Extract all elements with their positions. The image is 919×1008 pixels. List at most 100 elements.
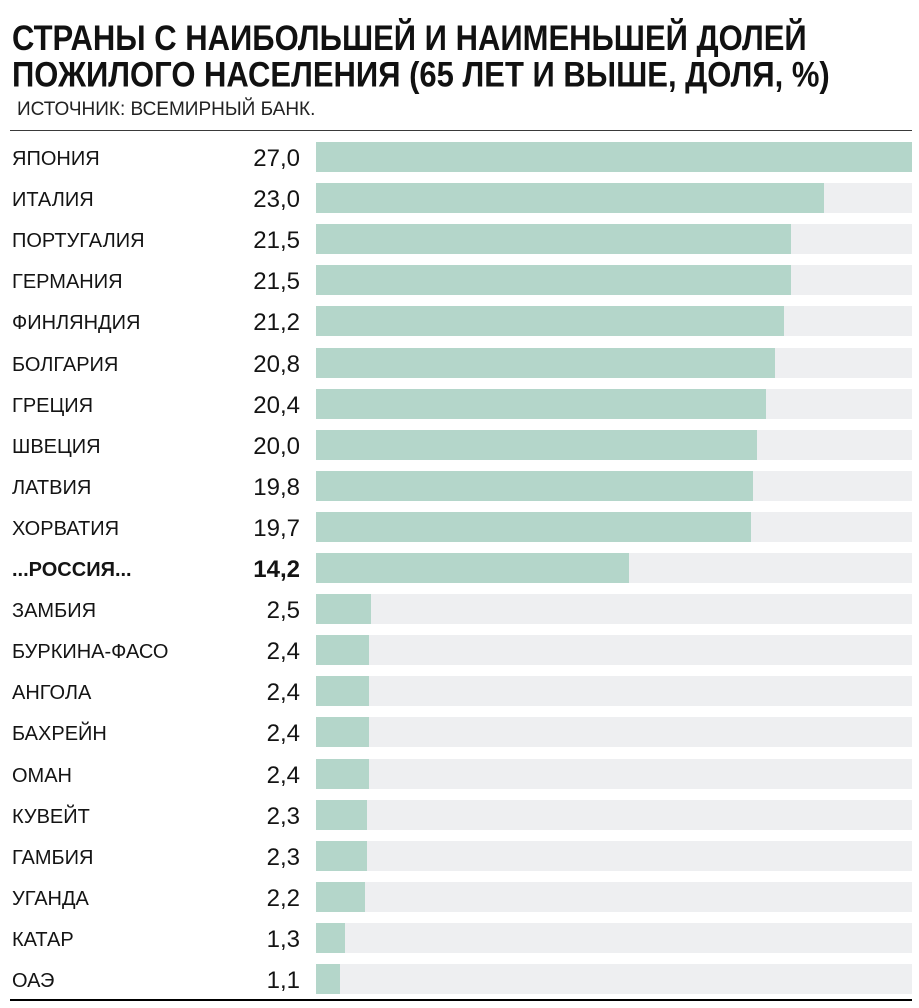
top-divider xyxy=(10,130,912,131)
bar xyxy=(316,347,776,378)
bar-track xyxy=(316,676,912,707)
bar-track xyxy=(316,429,912,460)
bottom-divider xyxy=(10,999,912,1001)
data-label: 21,5 xyxy=(253,268,300,296)
bar xyxy=(316,470,754,501)
bar xyxy=(316,265,791,296)
bar-track xyxy=(316,881,912,912)
bar-track xyxy=(316,758,912,789)
data-label: 2,4 xyxy=(266,761,300,789)
category-label: ПОРТУГАЛИЯ xyxy=(12,230,145,253)
data-label: 2,3 xyxy=(266,843,300,871)
bar-track xyxy=(316,717,912,748)
chart-row: БАХРЕЙН 2,4 xyxy=(0,715,919,756)
category-label: ЗАМБИЯ xyxy=(12,600,97,623)
bar-track xyxy=(316,470,912,501)
category-label: ФИНЛЯНДИЯ xyxy=(12,312,141,335)
data-label: 19,7 xyxy=(253,514,300,542)
chart-row: ЗАМБИЯ 2,5 xyxy=(0,592,919,633)
category-label: ГРЕЦИЯ xyxy=(12,394,94,417)
bar-track xyxy=(316,306,912,337)
bar xyxy=(316,306,784,337)
bar-track xyxy=(316,265,912,296)
chart-row: ...РОССИЯ... 14,2 xyxy=(0,551,919,592)
category-label: БАХРЕЙН xyxy=(12,723,107,746)
bar-track xyxy=(316,840,912,871)
bar xyxy=(316,881,365,912)
bar xyxy=(316,799,367,830)
chart-row: ОАЭ 1,1 xyxy=(0,962,919,1003)
category-label: ШВЕЦИЯ xyxy=(12,435,101,458)
chart-row: ЯПОНИЯ 27,0 xyxy=(0,140,919,181)
category-label: АНГОЛА xyxy=(12,682,92,705)
data-label: 2,2 xyxy=(266,884,300,912)
bar xyxy=(316,840,367,871)
category-label: ...РОССИЯ... xyxy=(12,559,132,581)
category-label: КАТАР xyxy=(12,928,74,951)
chart-row: ХОРВАТИЯ 19,7 xyxy=(0,510,919,551)
data-label: 2,3 xyxy=(266,802,300,830)
bar xyxy=(316,429,758,460)
data-label: 2,5 xyxy=(266,597,300,625)
data-label: 2,4 xyxy=(266,720,300,748)
chart-row: АНГОЛА 2,4 xyxy=(0,674,919,715)
bar xyxy=(316,676,369,707)
category-label: ОАЭ xyxy=(12,970,55,992)
bar xyxy=(316,635,369,666)
chart-row: КАТАР 1,3 xyxy=(0,921,919,962)
chart-title: СТРАНЫ С НАИБОЛЬШЕЙ И НАИМЕНЬШЕЙ ДОЛЕЙ П… xyxy=(12,17,830,95)
chart-row: КУВЕЙТ 2,3 xyxy=(0,798,919,839)
bar xyxy=(316,183,824,214)
chart-row: БОЛГАРИЯ 20,8 xyxy=(0,346,919,387)
chart-row: ФИНЛЯНДИЯ 21,2 xyxy=(0,304,919,345)
bar-track xyxy=(316,964,912,994)
data-label: 20,4 xyxy=(253,391,300,419)
bar xyxy=(316,922,345,953)
category-label: УГАНДА xyxy=(12,887,89,910)
chart-row: ПОРТУГАЛИЯ 21,5 xyxy=(0,222,919,263)
chart-row: БУРКИНА-ФАСО 2,4 xyxy=(0,633,919,674)
bar-track xyxy=(316,594,912,625)
category-label: ОМАН xyxy=(12,764,72,787)
category-label: ИТАЛИЯ xyxy=(12,189,94,212)
chart-row: ГРЕЦИЯ 20,4 xyxy=(0,387,919,428)
chart-row: ЛАТВИЯ 19,8 xyxy=(0,469,919,510)
category-label: КУВЕЙТ xyxy=(12,805,90,828)
bar xyxy=(316,758,369,789)
chart-row: ШВЕЦИЯ 20,0 xyxy=(0,428,919,469)
bar-track xyxy=(316,799,912,830)
bar xyxy=(316,964,341,994)
bar-track xyxy=(316,511,912,542)
chart-row: ГАМБИЯ 2,3 xyxy=(0,839,919,880)
bar-track xyxy=(316,183,912,214)
bar xyxy=(316,553,630,583)
category-label: ЯПОНИЯ xyxy=(12,148,100,170)
data-label: 27,0 xyxy=(253,145,300,172)
category-label: БОЛГАРИЯ xyxy=(12,353,119,376)
bar-track xyxy=(316,142,912,172)
bar xyxy=(316,142,912,172)
bar-track xyxy=(316,553,912,583)
data-label: 14,2 xyxy=(253,556,300,583)
bar xyxy=(316,388,767,419)
category-label: ХОРВАТИЯ xyxy=(12,517,120,540)
data-label: 23,0 xyxy=(253,186,300,214)
category-label: ЛАТВИЯ xyxy=(12,476,92,499)
bar-track xyxy=(316,635,912,666)
bar xyxy=(316,511,751,542)
chart-row: УГАНДА 2,2 xyxy=(0,880,919,921)
bar xyxy=(316,594,372,625)
data-label: 20,0 xyxy=(253,432,300,460)
data-label: 1,3 xyxy=(266,925,300,953)
chart-row: ОМАН 2,4 xyxy=(0,757,919,798)
data-label: 21,5 xyxy=(253,227,300,255)
bar-track xyxy=(316,922,912,953)
bar-track xyxy=(316,224,912,255)
bar-track xyxy=(316,347,912,378)
bar-chart: ЯПОНИЯ 27,0 ИТАЛИЯ 23,0 ПОРТУГАЛИЯ 21,5 ГЕРМАН… xyxy=(0,140,919,1004)
chart-source: ИСТОЧНИК: ВСЕМИРНЫЙ БАНК. xyxy=(17,99,316,120)
category-label: ГЕРМАНИЯ xyxy=(12,271,123,294)
data-label: 2,4 xyxy=(266,638,300,666)
data-label: 21,2 xyxy=(253,309,300,337)
